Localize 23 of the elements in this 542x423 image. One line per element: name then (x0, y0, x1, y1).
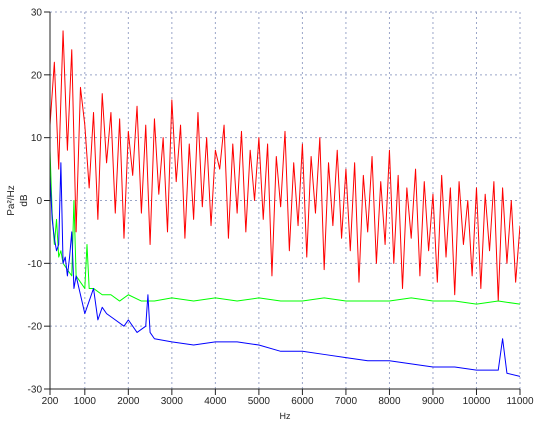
y-tick-label: 10 (30, 133, 42, 144)
x-tick-label: 5000 (248, 396, 270, 408)
line-series (50, 162, 520, 377)
y-tick-label: 20 (30, 70, 42, 82)
x-tick-label: 3000 (160, 396, 184, 408)
x-axis-title: Hz (280, 411, 291, 421)
x-tick-label: 1000 (74, 396, 96, 408)
y-tick-label: -30 (28, 384, 42, 396)
line-series (50, 30, 520, 302)
y-tick-label: 30 (30, 8, 42, 19)
x-tick-label: 200 (42, 396, 59, 408)
x-tick-label: 2000 (117, 396, 140, 408)
x-tick-label: 9000 (422, 396, 445, 408)
x-tick-label: 7000 (334, 396, 358, 408)
y-tick-label: -10 (28, 258, 42, 270)
x-tick-label: 10000 (462, 396, 491, 408)
y-tick-label: -20 (28, 322, 42, 333)
x-tick-label: 4000 (204, 396, 227, 408)
x-tick-label: 6000 (291, 396, 314, 408)
x-tick-label: 8000 (378, 396, 402, 408)
x-tick-label: 11000 (506, 396, 534, 408)
y-axis-title: Pa²/Hz dB (6, 185, 30, 216)
y-tick-label: 0 (36, 196, 42, 208)
